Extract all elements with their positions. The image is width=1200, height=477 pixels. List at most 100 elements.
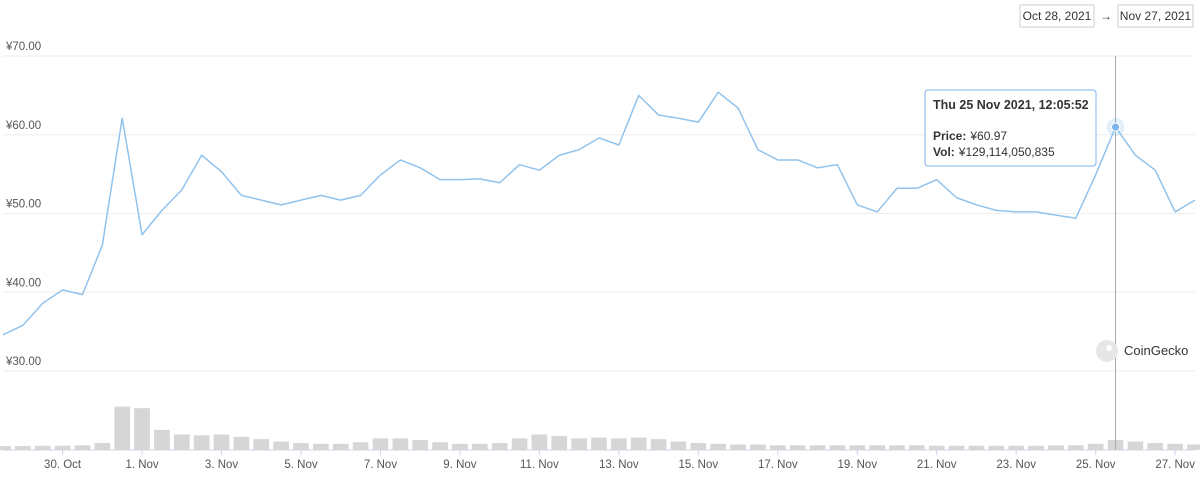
volume-bar [253, 439, 270, 450]
volume-bar [690, 443, 707, 450]
volume-bar [332, 443, 349, 450]
volume-bar [611, 438, 627, 450]
volume-bar [273, 441, 289, 450]
x-tick-label: 3. Nov [205, 459, 238, 471]
volume-bar [432, 442, 448, 450]
y-tick-label: ¥30.00 [5, 356, 41, 368]
volume-bar [1087, 443, 1104, 450]
volume-bar [829, 445, 846, 450]
volume-bar [134, 408, 150, 450]
y-tick-label: ¥70.00 [5, 41, 41, 53]
volume-bar [531, 434, 548, 450]
volume-bar [293, 443, 309, 450]
tooltip-price-value: ¥60.97 [969, 129, 1007, 143]
volume-bar [352, 442, 369, 450]
x-tick-label: 23. Nov [996, 459, 1036, 471]
volume-bar [213, 434, 230, 450]
y-tick-label: ¥40.00 [5, 277, 41, 289]
volume-bar [809, 445, 826, 450]
watermark-eye [1106, 345, 1112, 351]
volume-bar [1127, 441, 1144, 450]
volume-bar [1187, 444, 1200, 450]
date-to-box[interactable] [1117, 4, 1194, 28]
x-tick-label: 13. Nov [599, 459, 639, 471]
volume-bar [551, 436, 568, 450]
volume-bar [889, 445, 905, 450]
hover-point [1111, 122, 1121, 132]
x-tick-label: 15. Nov [679, 459, 719, 471]
volume-bar [0, 446, 11, 450]
date-from-box[interactable] [1019, 4, 1095, 28]
volume-bar [372, 438, 389, 450]
tooltip: Thu 25 Nov 2021, 12:05:52 Price: ¥60.97 Vol… [924, 89, 1097, 167]
volume-bar [730, 444, 746, 450]
x-tick-label: 7. Nov [364, 459, 397, 471]
volume-bar [630, 437, 647, 450]
volume-bar [591, 437, 607, 450]
date-from: Oct 28, 2021 [1023, 9, 1092, 23]
volume-bar [74, 445, 91, 450]
tooltip-vol-key: Vol: [933, 145, 955, 159]
volume-bar [750, 444, 766, 450]
volume-bar [392, 438, 409, 450]
tooltip-vol: Vol: ¥129,114,050,835 [933, 145, 1055, 159]
x-tick-label: 9. Nov [443, 459, 476, 471]
volume-bar [1067, 445, 1084, 450]
volume-bar [909, 445, 925, 450]
volume-bar [650, 439, 667, 450]
volume-bar [769, 445, 786, 450]
volume-bar [670, 441, 687, 450]
x-tick-label: 5. Nov [284, 459, 317, 471]
x-tick-label: 27. Nov [1155, 459, 1195, 471]
volume-bar [313, 443, 329, 450]
tooltip-vol-value: ¥129,114,050,835 [958, 145, 1055, 159]
volume-bar [1008, 445, 1025, 450]
volume-bar [471, 443, 488, 450]
x-tick-label: 1. Nov [125, 459, 158, 471]
volume-bar [94, 443, 111, 450]
volume-bar [571, 438, 587, 450]
volume-bar [988, 445, 1005, 450]
tooltip-price: Price: ¥60.97 [933, 129, 1007, 143]
x-tick-label: 21. Nov [917, 459, 957, 471]
volume-bar [54, 445, 71, 450]
volume-bar [869, 445, 885, 450]
volume-bar [789, 445, 806, 450]
tooltip-price-key: Price: [933, 129, 966, 143]
volume-bar [114, 406, 131, 450]
watermark-icon [1096, 340, 1118, 362]
date-to: Nov 27, 2021 [1120, 9, 1192, 23]
tooltip-box [924, 89, 1097, 167]
x-tick-label: 25. Nov [1076, 459, 1116, 471]
volume-bar [491, 443, 508, 450]
volume-bar [511, 438, 528, 450]
arrow: → [1100, 9, 1112, 23]
volume-bar [173, 434, 190, 450]
volume-bar [849, 445, 866, 450]
volume-bar [233, 436, 250, 450]
x-tick-label: 11. Nov [520, 459, 559, 471]
x-tick-label: 19. Nov [837, 459, 877, 471]
volume-bar [928, 445, 945, 450]
x-tick-label: 17. Nov [758, 459, 798, 471]
x-tick-label: 30. Oct [44, 459, 82, 471]
y-tick-label: ¥60.00 [5, 120, 41, 132]
volume-bar [193, 435, 210, 450]
volume-bar [948, 445, 965, 450]
watermark: CoinGecko [1124, 343, 1188, 358]
plot: ¥30.00 ¥40.00 ¥50.00 ¥60.00 ¥70.00 30. Oct 1. … [0, 41, 1200, 471]
volume-bar [1167, 443, 1183, 450]
volume-bar [710, 443, 727, 450]
volume-bar [452, 443, 468, 450]
volume-bar [15, 446, 31, 450]
volume-bar [1028, 445, 1044, 450]
volume-bar [968, 445, 985, 450]
price-line [2, 91, 1196, 336]
volume-bar [154, 429, 170, 450]
volume-bar [34, 445, 51, 450]
tooltip-title: Thu 25 Nov 2021, 12:05:52 [933, 98, 1089, 112]
volume-bar [1048, 445, 1064, 450]
volume-bar [1147, 443, 1164, 450]
volume-bar [412, 439, 429, 450]
